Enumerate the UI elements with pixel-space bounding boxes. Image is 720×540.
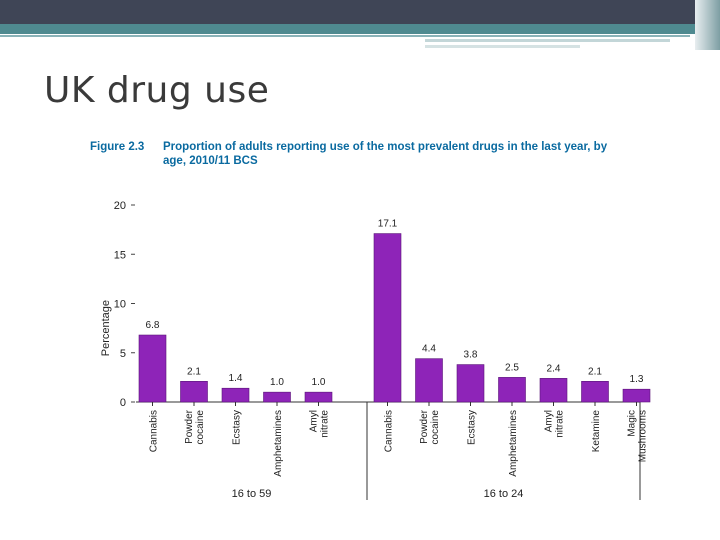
category-label: Cannabis [149, 410, 160, 452]
category-label: Powder [419, 409, 430, 444]
y-tick-label: 0 [120, 397, 126, 409]
header-rule-3 [425, 45, 580, 48]
bar [456, 364, 485, 403]
bar [304, 391, 333, 403]
data-label: 2.5 [505, 362, 519, 373]
data-label: 17.1 [378, 219, 398, 230]
data-label: 1.3 [630, 374, 644, 385]
bar [373, 233, 402, 403]
data-label: 2.1 [187, 366, 201, 377]
data-label: 3.8 [464, 350, 478, 361]
category-label: Amphetamines [508, 410, 519, 477]
category-label: nitrate [320, 410, 331, 438]
header-accent-band [0, 24, 720, 34]
header-band [0, 0, 720, 24]
category-label: nitrate [555, 410, 566, 438]
group-label: 16 to 24 [484, 488, 524, 500]
bar [263, 391, 291, 403]
figure-caption-line1: Proportion of adults reporting use of th… [163, 141, 608, 153]
group-label: 16 to 59 [232, 488, 272, 500]
bar [415, 358, 443, 403]
category-label: Mushrooms [638, 410, 649, 462]
bar [622, 388, 651, 403]
category-label: Ecstasy [467, 410, 478, 445]
data-label: 1.0 [270, 377, 284, 388]
y-tick-label: 5 [120, 348, 126, 360]
category-label: cocaine [195, 410, 206, 445]
category-label: Ecstasy [232, 410, 243, 445]
category-label: Powder [184, 409, 195, 444]
y-tick-label: 15 [114, 249, 126, 261]
figure-caption: Figure 2.3 Proportion of adults reporting… [90, 140, 680, 168]
bar [498, 377, 526, 403]
bar [539, 378, 568, 403]
data-label: 4.4 [422, 344, 436, 355]
data-label: 2.1 [588, 366, 602, 377]
header-corner-gradient [695, 0, 720, 50]
category-label: Amphetamines [273, 410, 284, 477]
slide-title: UK drug use [44, 70, 270, 111]
category-label: Cannabis [384, 410, 395, 452]
bar [180, 381, 208, 403]
category-label: cocaine [430, 410, 441, 445]
header-rule-2 [425, 39, 670, 42]
bar [138, 334, 167, 403]
category-label: Magic [627, 410, 638, 437]
header-rule [0, 35, 690, 37]
category-label: Amyl [309, 410, 320, 432]
figure-number: Figure 2.3 [90, 141, 145, 153]
data-label: 1.4 [229, 373, 243, 384]
bar [221, 387, 250, 403]
y-axis-label: Percentage [100, 300, 112, 356]
figure-caption-line2: age, 2010/11 BCS [163, 155, 258, 167]
category-label: Ketamine [591, 410, 602, 453]
y-tick-label: 10 [114, 299, 126, 311]
data-label: 1.0 [312, 377, 326, 388]
data-label: 6.8 [146, 320, 160, 331]
bar [581, 381, 609, 403]
data-label: 2.4 [547, 363, 561, 374]
category-label: Amyl [544, 410, 555, 432]
y-tick-label: 20 [114, 200, 126, 212]
